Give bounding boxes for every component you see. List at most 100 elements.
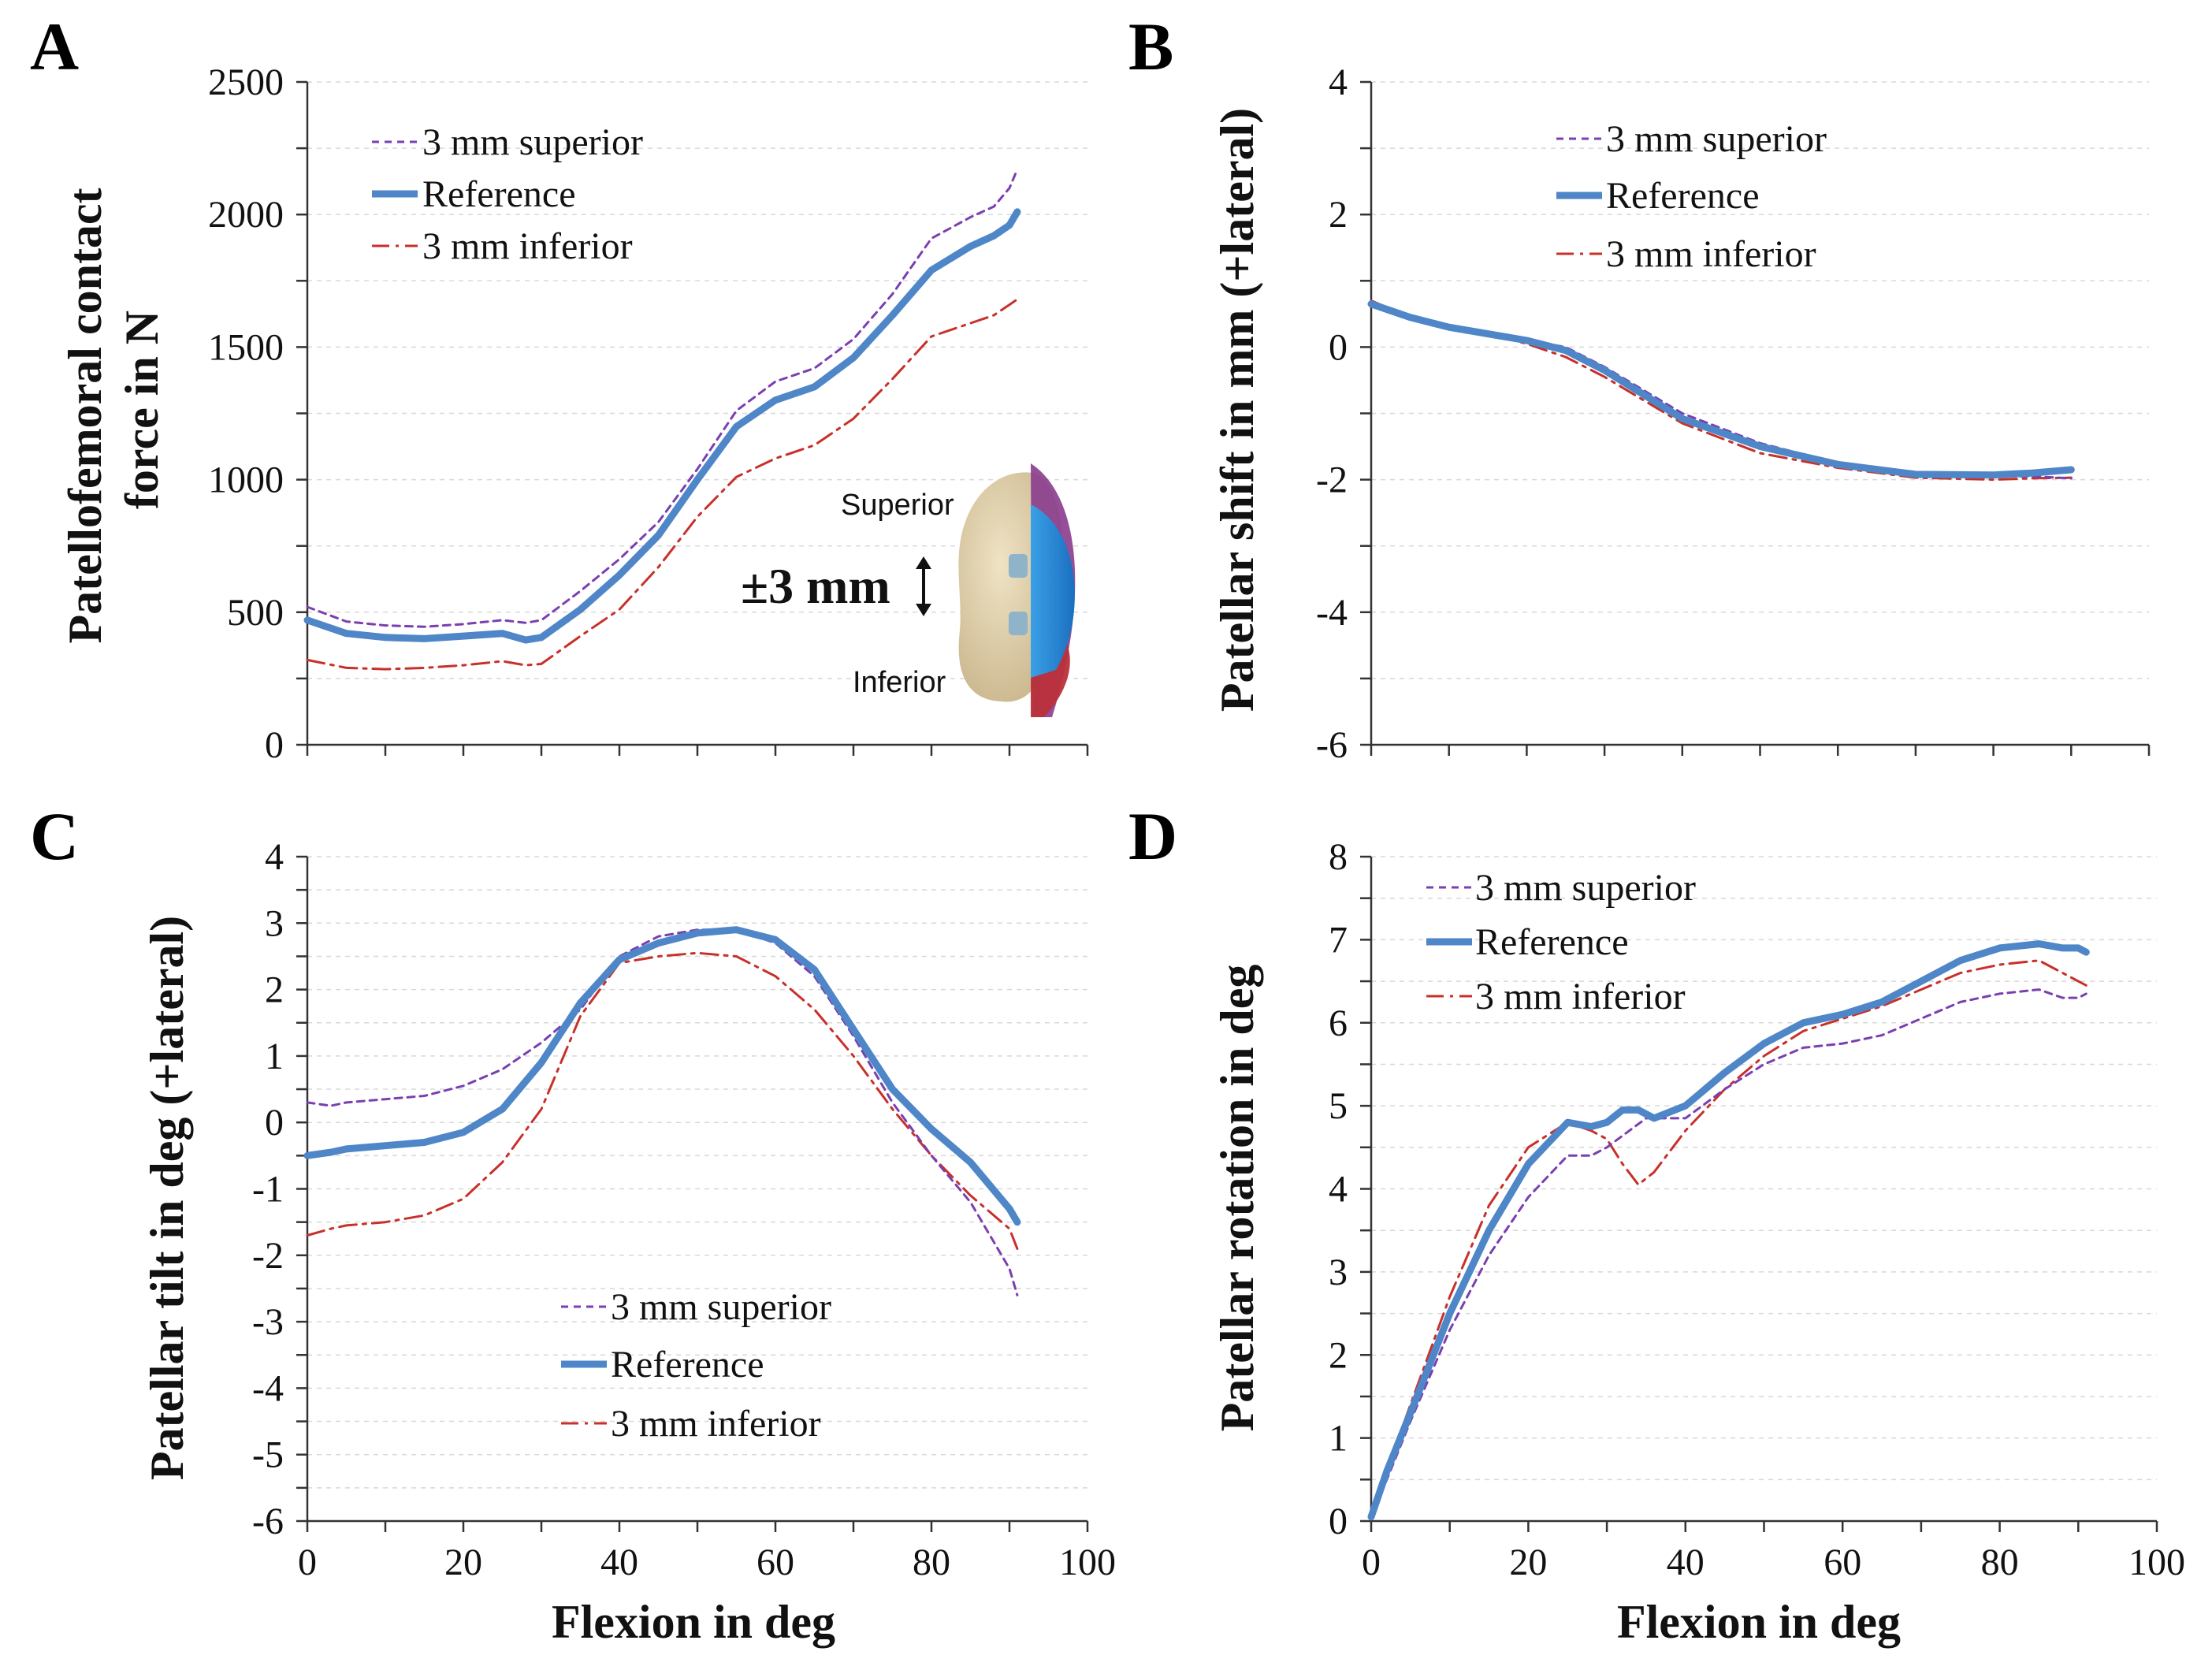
axes-d xyxy=(1360,855,2158,1532)
series-b-reference-line xyxy=(1367,300,2075,479)
y-tick-label: 7 xyxy=(1329,919,1348,961)
panel-letter-a: A xyxy=(30,9,79,84)
legend-b-superior-label: 3 mm superior xyxy=(1606,118,1827,160)
series-c-reference-line xyxy=(303,926,1021,1226)
x-tick-label: 20 xyxy=(1509,1542,1547,1583)
grid-b xyxy=(1371,81,2149,746)
y-tick-label: 0 xyxy=(1329,326,1348,368)
y-ticks-a: 0 500 1000 1500 2000 2500 xyxy=(208,61,284,766)
panel-letter-c: C xyxy=(30,798,79,874)
legend-d-inferior-label: 3 mm inferior xyxy=(1475,976,1686,1017)
x-tick-label: 20 xyxy=(444,1542,482,1583)
x-tick-label: 60 xyxy=(757,1542,794,1583)
y-ticks-b: -6 -4 -2 0 2 4 xyxy=(1316,61,1348,766)
grid-c xyxy=(307,856,1087,1522)
series-a-inferior-line xyxy=(306,298,1019,671)
x-ticks-d: 0 20 40 60 80 100 xyxy=(1362,1542,2185,1583)
legend-b-inferior-label: 3 mm inferior xyxy=(1606,233,1816,275)
x-tick-label: 80 xyxy=(1981,1542,2019,1583)
y-tick-label: 2 xyxy=(1329,194,1348,236)
inset-superior-label: Superior xyxy=(841,489,954,522)
y-tick-label: 1000 xyxy=(208,459,284,501)
series-c xyxy=(303,926,1021,1296)
y-axis-title-a: Patellofemoral contact force in N xyxy=(59,176,168,643)
x-tick-label: 40 xyxy=(600,1542,638,1583)
y-tick-label: 4 xyxy=(1329,1169,1348,1211)
axes-a xyxy=(296,80,1089,756)
series-a-superior-line xyxy=(306,168,1019,628)
y-tick-label: 1 xyxy=(265,1036,284,1077)
x-tick-label: 100 xyxy=(2128,1542,2185,1583)
series-a xyxy=(303,168,1021,671)
x-tick-label: 80 xyxy=(913,1542,950,1583)
y-axis-title-b: Patellar shift in mm (+lateral) xyxy=(1211,108,1263,712)
patella-bone-icon xyxy=(958,463,1076,717)
panel-letter-b: B xyxy=(1128,9,1173,84)
grid-d xyxy=(1371,856,2157,1522)
axes-b xyxy=(1360,80,2151,756)
legend-a-superior-label: 3 mm superior xyxy=(422,121,643,163)
legend-b: 3 mm superior Reference 3 mm inferior xyxy=(1556,118,1827,275)
x-axis-title-c: Flexion in deg xyxy=(552,1596,835,1648)
series-c-inferior-line xyxy=(306,951,1019,1250)
y-tick-label: -5 xyxy=(252,1434,284,1476)
y-tick-label: 3 xyxy=(1329,1252,1348,1293)
inset-shift-label: ±3 mm xyxy=(741,558,890,614)
y-tick-label: 2 xyxy=(265,969,284,1011)
y-tick-label: 0 xyxy=(265,1102,284,1144)
y-tick-label: 6 xyxy=(1329,1002,1348,1044)
y-tick-label: 5 xyxy=(1329,1085,1348,1127)
series-b-inferior-line xyxy=(1370,299,2073,482)
legend-c-superior-label: 3 mm superior xyxy=(611,1286,831,1328)
series-c-superior-line xyxy=(306,928,1019,1296)
legend-d: 3 mm superior Reference 3 mm inferior xyxy=(1426,867,1696,1017)
y-tick-label: 4 xyxy=(265,836,284,878)
panel-a: A 0 500 1000 1500 2000 2500 Patellofemoral co… xyxy=(30,9,1089,766)
inset-patella: Superior Inferior ±3 mm xyxy=(741,463,1076,717)
y-tick-label: -2 xyxy=(1316,459,1348,501)
panel-letter-d: D xyxy=(1128,798,1177,874)
y-tick-label: -1 xyxy=(252,1169,284,1211)
y-tick-label: 0 xyxy=(1329,1501,1348,1542)
y-tick-label: -2 xyxy=(252,1235,284,1277)
y-ticks-d: 0 1 2 3 4 5 6 7 8 xyxy=(1329,836,1348,1542)
series-a-reference-line xyxy=(303,208,1021,644)
series-d-superior-line xyxy=(1370,988,2087,1519)
legend-d-superior-label: 3 mm superior xyxy=(1475,867,1696,909)
x-tick-label: 40 xyxy=(1667,1542,1705,1583)
y-tick-label: 4 xyxy=(1329,61,1348,103)
x-tick-label: 60 xyxy=(1824,1542,1861,1583)
y-tick-label: 1 xyxy=(1329,1418,1348,1460)
series-b xyxy=(1367,299,2075,482)
y-tick-label: 2000 xyxy=(208,194,284,236)
y-tick-label: -3 xyxy=(252,1301,284,1343)
y-ticks-c: -6 -5 -4 -3 -2 -1 0 1 2 3 4 xyxy=(252,836,284,1542)
legend-a-inferior-label: 3 mm inferior xyxy=(422,225,633,267)
x-tick-label: 100 xyxy=(1059,1542,1116,1583)
x-tick-label: 0 xyxy=(298,1542,317,1583)
double-arrow-icon xyxy=(916,556,931,616)
inset-inferior-label: Inferior xyxy=(853,666,946,699)
y-tick-label: 1500 xyxy=(208,326,284,368)
y-tick-label: 2 xyxy=(1329,1334,1348,1376)
x-tick-label: 0 xyxy=(1362,1542,1381,1583)
legend-a-reference-label: Reference xyxy=(422,173,576,215)
panel-c: C -6 -5 -4 -3 -2 -1 0 1 2 3 4 0 20 40 60 80 100 Patella… xyxy=(30,798,1116,1648)
y-tick-label: -4 xyxy=(252,1367,284,1409)
legend-b-reference-label: Reference xyxy=(1606,175,1760,217)
y-tick-label: -6 xyxy=(252,1501,284,1542)
legend-c-reference-label: Reference xyxy=(611,1344,764,1385)
series-d-reference-line xyxy=(1367,940,2090,1521)
y-tick-label: 500 xyxy=(227,592,284,634)
panel-b: B -6 -4 -2 0 2 4 Patellar shift in mm (+later… xyxy=(1128,9,2151,766)
y-tick-label: 8 xyxy=(1329,836,1348,878)
x-ticks-c: 0 20 40 60 80 100 xyxy=(298,1542,1116,1583)
legend-d-reference-label: Reference xyxy=(1475,921,1629,963)
series-d xyxy=(1367,940,2090,1521)
legend-a: 3 mm superior Reference 3 mm inferior xyxy=(372,121,643,267)
panel-d: D 0 1 2 3 4 5 6 7 8 0 20 40 60 80 100 Patellar rotati… xyxy=(1128,798,2185,1648)
y-axis-title-a-line2: force in N xyxy=(116,311,168,509)
y-axis-title-c: Patellar tilt in deg (+lateral) xyxy=(141,916,193,1480)
y-tick-label: 2500 xyxy=(208,61,284,103)
